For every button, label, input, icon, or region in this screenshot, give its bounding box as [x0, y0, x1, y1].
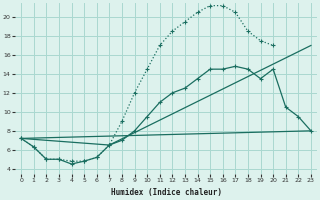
X-axis label: Humidex (Indice chaleur): Humidex (Indice chaleur)	[110, 188, 221, 197]
